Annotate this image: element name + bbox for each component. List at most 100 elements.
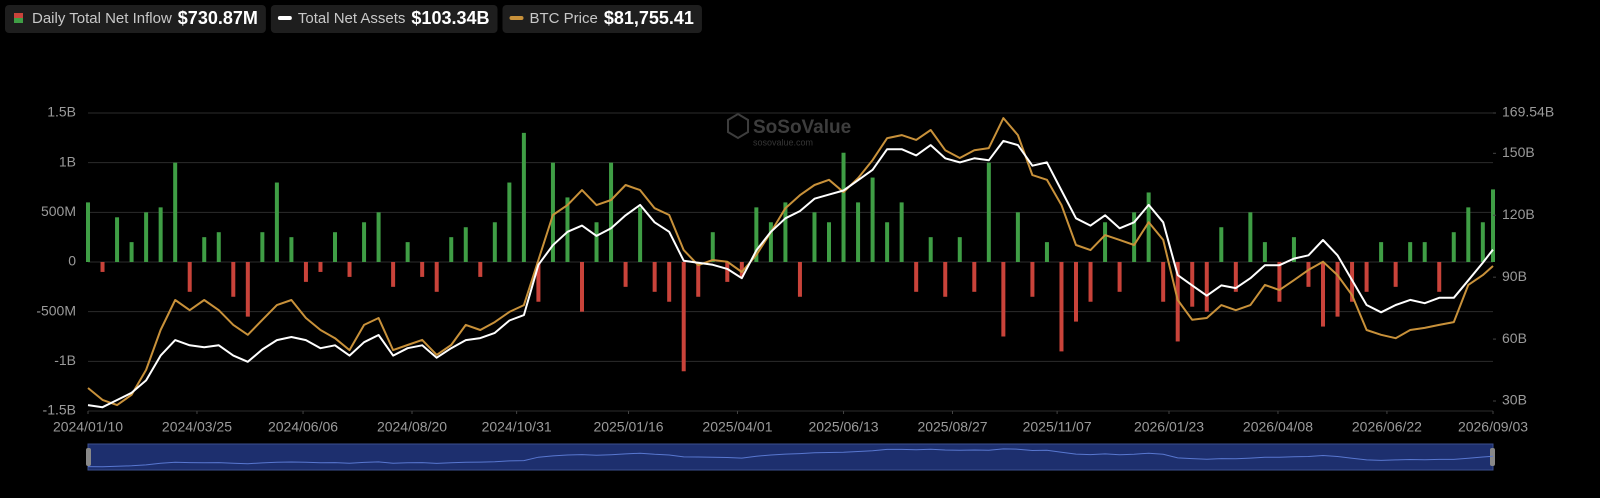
y2-tick-label: 120B [1502, 206, 1535, 222]
bar [347, 262, 352, 277]
y2-tick-label: 150B [1502, 144, 1535, 160]
legend-name: BTC Price [530, 10, 598, 27]
navigator-handle[interactable] [1490, 448, 1495, 466]
y2-tick-label: 169.54B [1502, 104, 1554, 120]
bar [783, 202, 788, 262]
bar [1422, 242, 1427, 262]
legend-item[interactable]: Total Net Assets $103.34B [270, 5, 498, 33]
bar [129, 242, 134, 262]
bar [463, 227, 468, 262]
line [87, 139, 1494, 409]
bar [957, 237, 962, 262]
bar [885, 222, 890, 262]
bar [623, 262, 628, 287]
x-tick-label: 2026/06/22 [1352, 419, 1422, 435]
bar [1393, 262, 1398, 287]
bar [362, 222, 367, 262]
legend-pill[interactable] [5, 5, 266, 33]
bar [609, 162, 614, 262]
bar [1364, 262, 1369, 292]
bar [667, 262, 672, 302]
bar [202, 237, 207, 262]
bar [797, 262, 802, 297]
legend-pill[interactable] [502, 5, 702, 33]
bar [986, 162, 991, 262]
bar [216, 232, 221, 262]
legend-value: $103.34B [411, 8, 489, 28]
bar [173, 162, 178, 262]
bar [318, 262, 323, 272]
bar [972, 262, 977, 292]
bar [144, 212, 149, 262]
bar [1015, 212, 1020, 262]
bar [1262, 242, 1267, 262]
bar [187, 262, 192, 292]
y-tick-label: 1.5B [47, 104, 76, 120]
bar [405, 242, 410, 262]
bar [652, 262, 657, 292]
legend-value: $730.87M [178, 8, 258, 28]
legend-swatch [509, 16, 524, 20]
x-tick-label: 2025/04/01 [702, 419, 772, 435]
x-tick-label: 2026/09/03 [1458, 419, 1528, 435]
x-tick-label: 2024/10/31 [482, 419, 552, 435]
bar [1204, 262, 1209, 312]
x-tick-label: 2026/04/08 [1243, 419, 1313, 435]
bar [870, 177, 875, 262]
bar [594, 222, 599, 262]
legend-name: Total Net Assets [298, 10, 406, 27]
bar [1480, 222, 1485, 262]
bar [827, 222, 832, 262]
bar [725, 262, 730, 282]
bar [638, 207, 643, 262]
bar [158, 207, 163, 262]
legend-pill[interactable] [270, 5, 498, 33]
bar [1219, 227, 1224, 262]
bar [260, 232, 265, 262]
bar [303, 262, 308, 282]
bar [1175, 262, 1180, 342]
bar [1306, 262, 1311, 287]
bar [507, 182, 512, 262]
x-tick-label: 2024/03/25 [162, 419, 232, 435]
bar [1379, 242, 1384, 262]
bar [1088, 262, 1093, 302]
legend-item[interactable]: BTC Price $81,755.41 [502, 5, 702, 33]
bar [1291, 237, 1296, 262]
grid [88, 112, 1493, 412]
legend-swatch [14, 13, 23, 18]
y-tick-label: -1.5B [43, 402, 76, 418]
bar [1074, 262, 1079, 322]
bar [115, 217, 120, 262]
legend-swatch [14, 18, 23, 23]
bar [1248, 212, 1253, 262]
y-tick-label: -500M [36, 302, 76, 318]
bar [434, 262, 439, 292]
y-tick-label: 1B [59, 153, 76, 169]
bar [536, 262, 541, 302]
bar [420, 262, 425, 277]
bar [492, 222, 497, 262]
bar [478, 262, 483, 277]
y2-tick-label: 60B [1502, 330, 1527, 346]
bar [1030, 262, 1035, 297]
bar [1001, 262, 1006, 337]
x-tick-label: 2025/08/27 [917, 419, 987, 435]
bar [1103, 222, 1108, 262]
x-tick-label: 2025/01/16 [593, 419, 663, 435]
y-tick-label: -1B [54, 352, 76, 368]
bar [1146, 192, 1151, 262]
bar [100, 262, 105, 272]
navigator[interactable] [86, 443, 1495, 471]
line [87, 117, 1494, 407]
x-tick-label: 2024/01/10 [53, 419, 123, 435]
bar [1321, 262, 1326, 327]
navigator-handle[interactable] [86, 448, 91, 466]
legend-value: $81,755.41 [604, 8, 694, 28]
legend-item[interactable]: Daily Total Net Inflow $730.87M [5, 5, 266, 33]
bar [812, 212, 817, 262]
bar [333, 232, 338, 262]
x-tick-label: 2025/06/13 [808, 419, 878, 435]
bar [754, 207, 759, 262]
